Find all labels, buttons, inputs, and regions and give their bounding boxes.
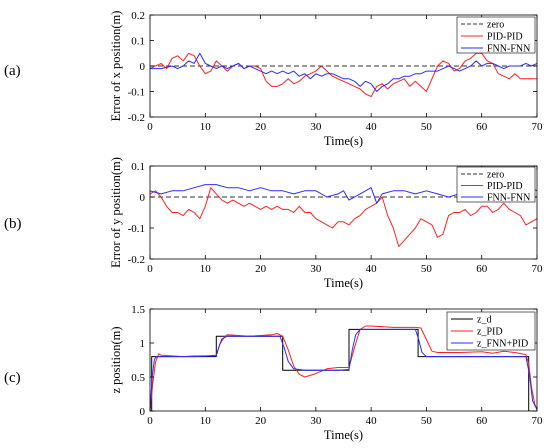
x-tick-label: 0 [147,263,153,275]
y-tick-label: 0 [140,406,146,418]
legend-label: zero [487,170,504,181]
legend-label: FNN-FNN [487,193,530,204]
panel-label: (a) [4,63,21,79]
x-tick-label: 50 [421,263,433,275]
legend-box [456,166,536,203]
x-tick-label: 20 [255,263,267,275]
x-axis-label: Time(s) [324,428,363,442]
x-tick-label: 0 [147,415,153,427]
x-tick-label: 40 [366,415,378,427]
x-tick-label: 0 [147,121,153,133]
y-tick-label: -0.2 [128,254,145,266]
series-line-pid-pid [150,187,537,248]
y-tick-label: 0.5 [131,372,145,384]
x-tick-label: 50 [421,121,433,133]
x-tick-label: 10 [200,263,212,275]
x-tick-label: 20 [255,121,267,133]
y-tick-label: 1 [140,338,146,350]
legend-label: PID-PID [487,181,523,192]
x-tick-label: 60 [476,263,488,275]
x-tick-label: 20 [255,415,267,427]
legend-label: FNN-FNN [487,44,530,55]
y-tick-label: -0.1 [128,87,145,99]
axes-frame [149,308,538,412]
x-tick-label: 50 [421,415,433,427]
legend-label: z_PID [477,327,503,338]
y-axis-label: Error of y position(m) [109,157,123,268]
y-tick-label: 0.1 [131,36,145,48]
panel-label: (b) [4,216,22,232]
x-tick-label: 70 [532,121,544,133]
panel-label: (c) [4,370,21,386]
series-line-z-fnn-pid [150,328,537,411]
legend-label: PID-PID [487,32,523,43]
y-tick-label: -0.1 [128,223,145,235]
x-tick-label: 70 [532,415,544,427]
y-axis-label: z position(m) [109,326,123,393]
axes-frame [149,165,538,260]
chart-panel-2: (b) 0 10 20 30 40 50 60 70 -0.2 -0.1 0 0.1 Time(s) Err… [4,157,543,290]
y-axis-label: Error of x position(m) [109,11,123,122]
y-tick-label: 0 [140,61,146,73]
x-tick-label: 40 [366,263,378,275]
legend-box [456,16,536,54]
x-tick-label: 30 [310,121,322,133]
x-tick-label: 70 [532,263,544,275]
legend-label: zero [487,20,504,31]
legend-label: z_d [477,315,491,326]
x-tick-label: 60 [476,415,488,427]
y-tick-label: 1.5 [131,304,145,316]
y-tick-label: 0.2 [131,10,145,22]
y-tick-label: 0.1 [131,161,145,173]
legend-label: z_FNN+PID [477,339,528,350]
x-tick-label: 60 [476,121,488,133]
series-line-pid-pid [150,52,537,98]
x-tick-label: 40 [366,121,378,133]
chart-panel-3: (c) 0 10 20 30 40 50 60 70 0 0.5 1 1.5 Time(s) z posit… [4,304,543,442]
y-tick-label: -0.2 [128,112,145,124]
series-line-fnn-fnn [150,52,537,92]
x-axis-label: Time(s) [324,134,363,148]
y-tick-label: 0 [140,192,146,204]
x-tick-label: 10 [200,415,212,427]
x-tick-label: 30 [310,415,322,427]
chart-panel-1: (a) 0 10 20 30 40 50 60 70 -0.2 -0.1 0 0.1 0.2 Time(s)… [4,10,543,148]
x-axis-label: Time(s) [324,276,363,290]
x-tick-label: 30 [310,263,322,275]
x-tick-label: 10 [200,121,212,133]
